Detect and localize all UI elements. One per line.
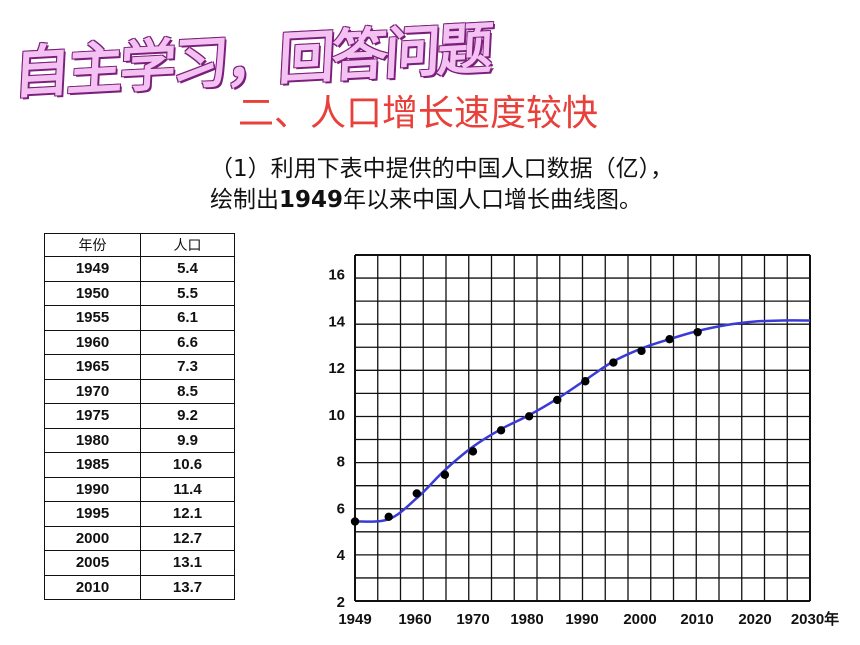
- table-body: 1949 5.4 1950 5.5 1955 6.1 1960 6.6 1965 7.3 1970 8…: [44, 256, 235, 600]
- cell-year: 1950: [44, 280, 141, 306]
- instruction-year: 1949: [279, 187, 344, 213]
- x-tick-label: 1970: [456, 611, 489, 628]
- data-point: [637, 346, 646, 356]
- y-tick-label: 16: [328, 267, 345, 284]
- table-header-row: 年份 人口: [44, 233, 235, 257]
- data-point: [524, 412, 534, 421]
- cell-population: 13.7: [140, 574, 235, 600]
- cell-population: 5.4: [140, 256, 235, 282]
- cell-year: 2000: [44, 525, 141, 551]
- data-point: [412, 489, 421, 498]
- cell-year: 2005: [44, 550, 141, 576]
- table-row: 2010 13.7: [44, 574, 235, 600]
- population-table: 年份 人口 1949 5.4 1950 5.5 1955 6.1 1960 6.6 1965 7.…: [44, 233, 235, 600]
- table-row: 1949 5.4: [44, 256, 235, 282]
- y-tick-label: 4: [337, 547, 346, 564]
- instruction-text-c: 年以来中国人口增长曲线图。: [343, 187, 643, 213]
- x-tick-label: 2000: [623, 611, 656, 628]
- table-row: 1960 6.6: [44, 329, 235, 355]
- instruction-text-a: 绘制出: [210, 187, 279, 213]
- cell-year: 1949: [44, 256, 141, 282]
- data-point: [440, 470, 450, 479]
- y-tick-label: 10: [328, 407, 345, 424]
- data-point: [581, 377, 590, 386]
- x-tick-label: 2010: [680, 611, 713, 628]
- instruction-line-1: （1）利用下表中提供的中国人口数据（亿），: [210, 156, 674, 182]
- data-point: [350, 517, 360, 526]
- x-tick-label: 1990: [565, 611, 598, 628]
- table-row: 1950 5.5: [44, 280, 235, 306]
- cell-population: 6.6: [140, 329, 235, 355]
- y-tick-label: 6: [337, 500, 345, 517]
- data-point: [693, 327, 702, 337]
- x-tick-label: 1949: [338, 611, 371, 628]
- cell-year: 1955: [44, 305, 141, 331]
- y-tick-label: 14: [328, 313, 345, 330]
- table-row: 1955 6.1: [44, 305, 235, 331]
- data-point: [665, 334, 674, 344]
- x-tick-label: 2020: [738, 611, 771, 628]
- cell-population: 6.1: [140, 305, 235, 331]
- cell-population: 10.6: [140, 452, 235, 478]
- data-point: [609, 358, 618, 367]
- cell-population: 12.7: [140, 525, 235, 551]
- data-point: [384, 512, 393, 522]
- x-tick-label: 2030年: [791, 610, 839, 628]
- instruction-line-2: 绘制出1949年以来中国人口增长曲线图。: [210, 180, 642, 214]
- data-point: [496, 426, 506, 435]
- y-tick-label: 2: [337, 594, 345, 611]
- data-point: [553, 395, 562, 405]
- cell-year: 1975: [44, 403, 141, 429]
- x-tick-label: 1960: [398, 611, 431, 628]
- cell-year: 2010: [44, 574, 141, 600]
- cell-population: 9.2: [140, 403, 235, 429]
- y-tick-label: 8: [337, 454, 345, 471]
- table-row: 2000 12.7: [44, 525, 235, 551]
- section-title: 二、人口增长速度较快: [238, 93, 599, 134]
- y-tick-label: 12: [328, 360, 345, 377]
- cell-year: 1965: [44, 354, 141, 380]
- cell-population: 9.9: [140, 427, 235, 453]
- table-row: 1990 11.4: [44, 476, 235, 502]
- cell-population: 8.5: [140, 378, 235, 404]
- cell-year: 1990: [44, 476, 141, 502]
- column-header-population: 人口: [140, 233, 235, 257]
- x-tick-label: 1980: [510, 611, 543, 628]
- data-point: [468, 447, 478, 456]
- column-header-year: 年份: [44, 233, 141, 257]
- table-row: 1970 8.5: [44, 378, 235, 404]
- table-row: 1975 9.2: [44, 403, 235, 429]
- table-row: 1965 7.3: [44, 354, 235, 380]
- table-row: 1985 10.6: [44, 452, 235, 478]
- cell-year: 1960: [44, 329, 141, 355]
